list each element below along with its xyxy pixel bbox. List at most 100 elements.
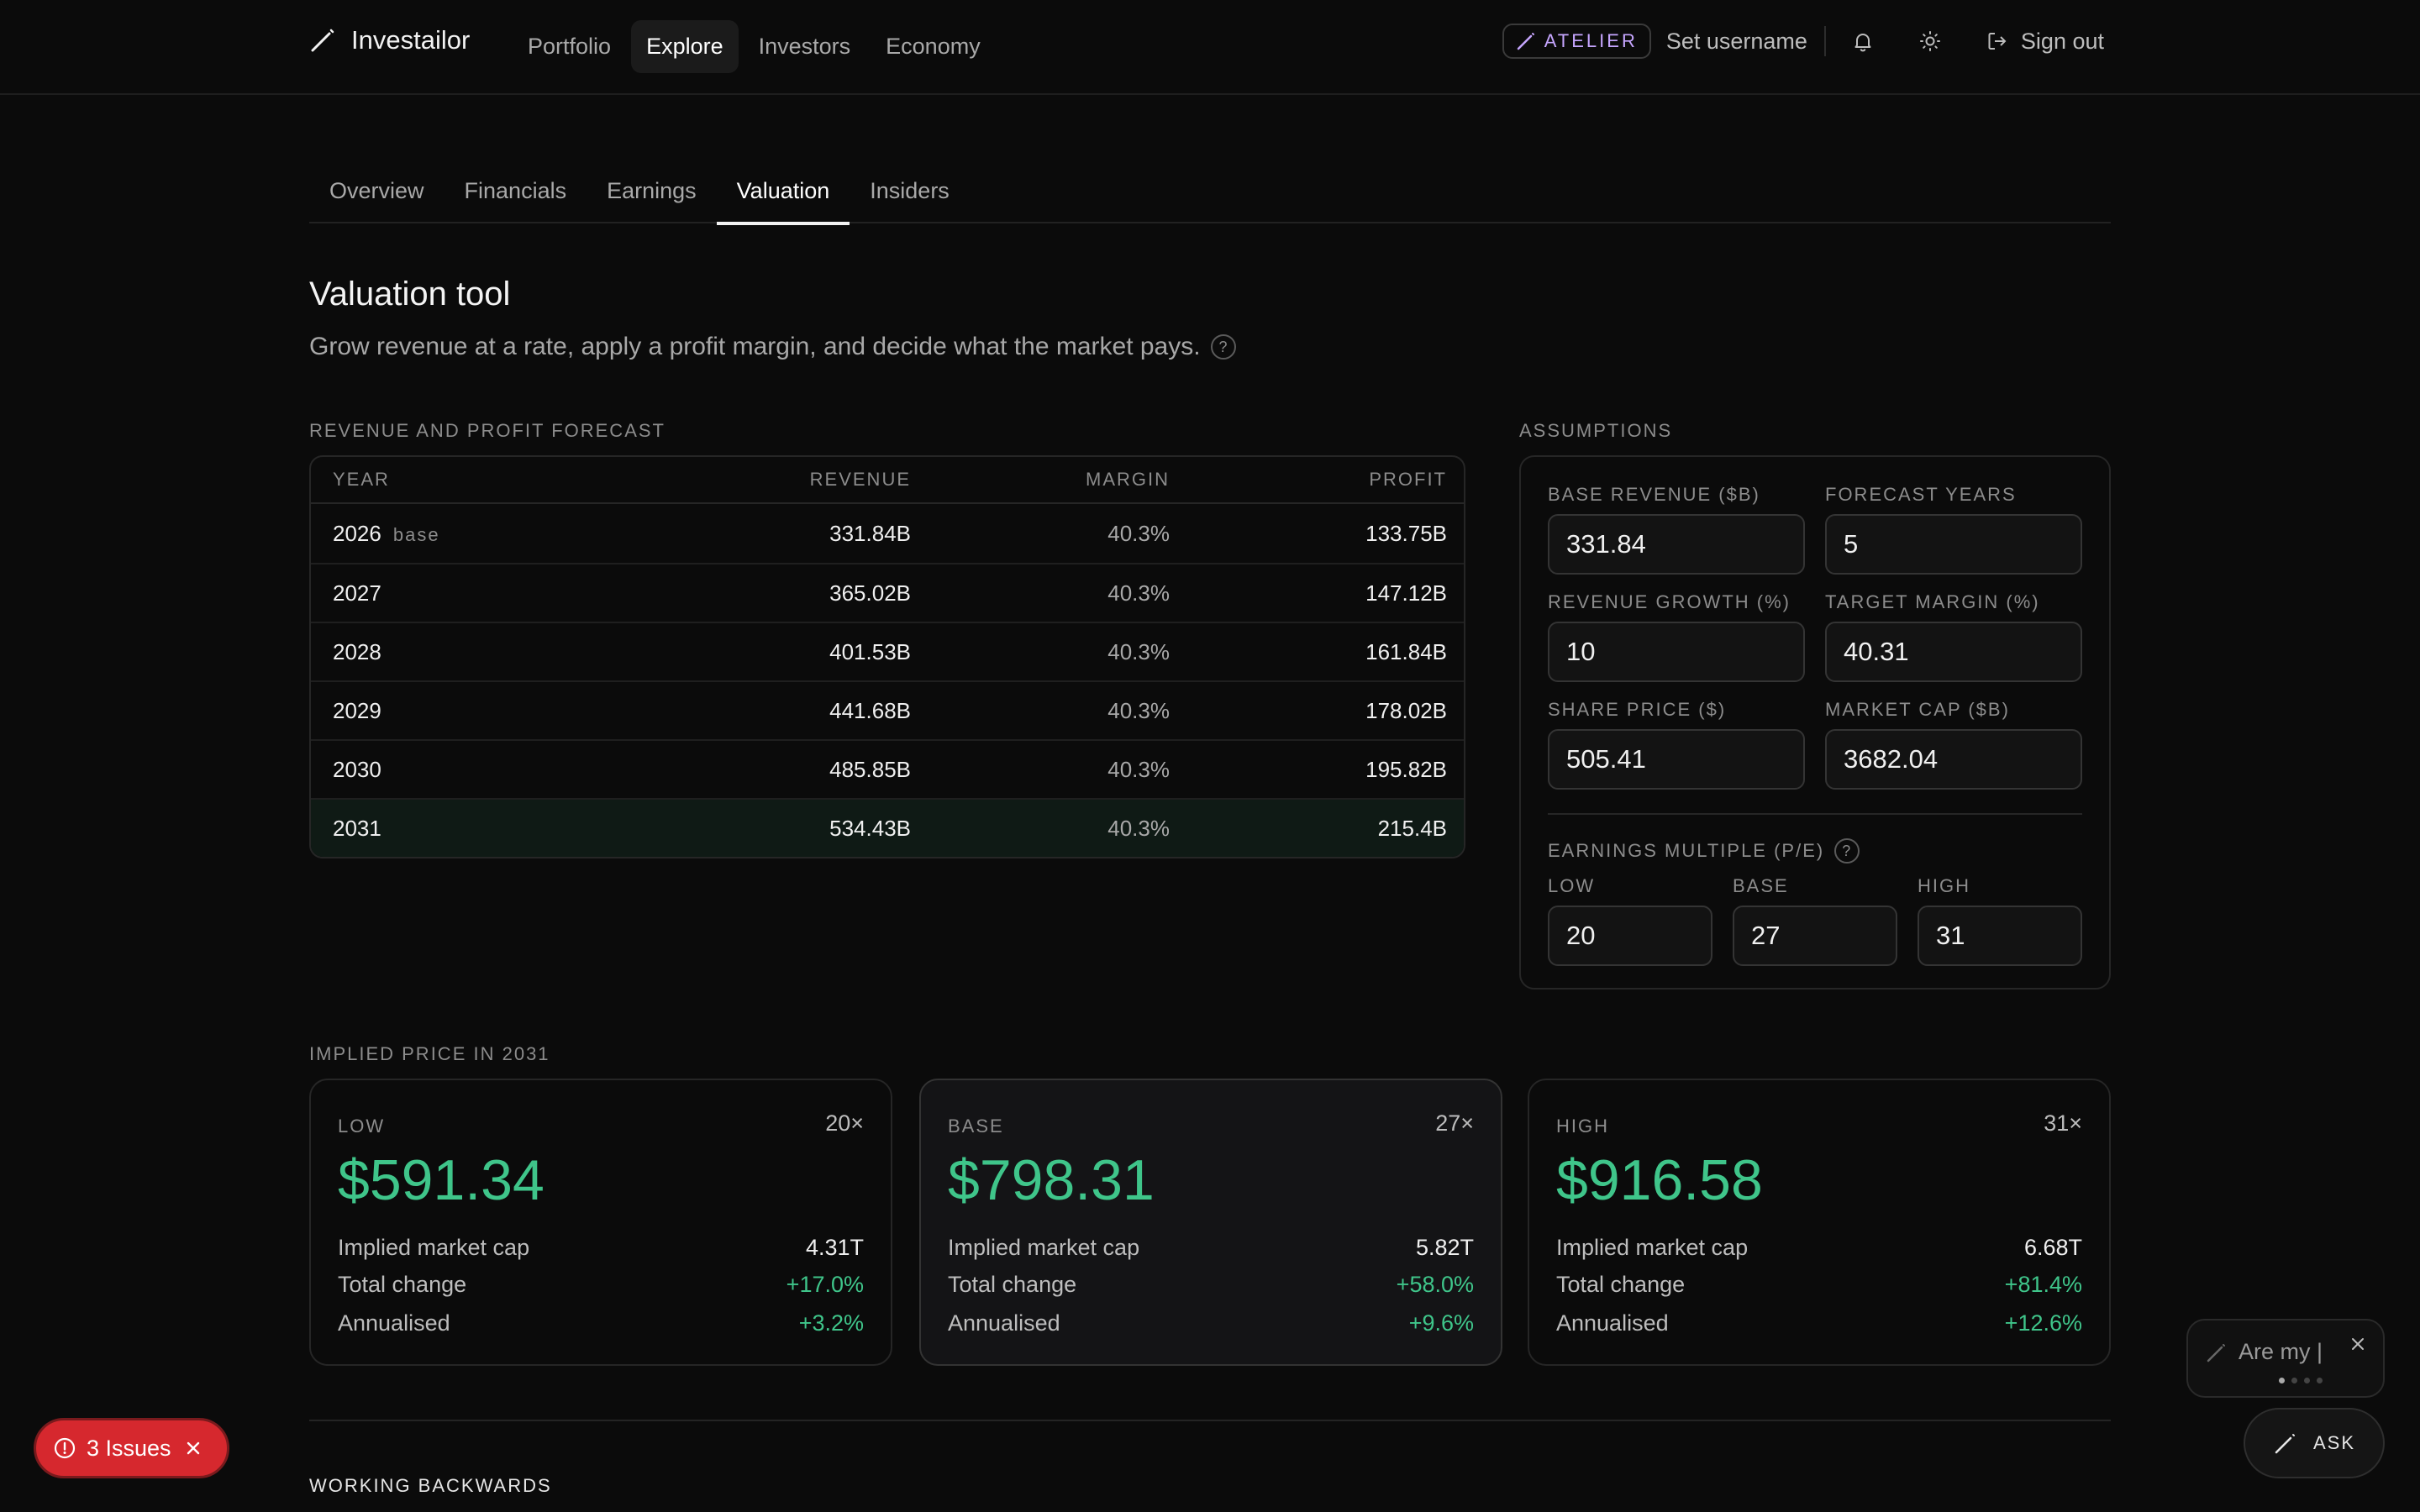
close-icon[interactable] (2348, 1334, 2368, 1354)
nav-explore[interactable]: Explore (631, 20, 739, 73)
row-value: 4.31T (805, 1235, 864, 1260)
margin-cell: 40.3% (1107, 580, 1170, 606)
carousel-dots (2279, 1378, 2323, 1383)
tab-insiders[interactable]: Insiders (870, 178, 950, 203)
sun-icon[interactable] (1918, 29, 1942, 53)
revenue-growth-input[interactable]: 10 (1548, 622, 1805, 682)
wand-icon (2207, 1344, 2225, 1362)
carousel-dot[interactable] (2304, 1378, 2310, 1383)
share-price-label: SHARE PRICE ($) (1548, 699, 1727, 720)
nav-portfolio[interactable]: Portfolio (528, 34, 612, 59)
scenario-multiple: 27× (1435, 1110, 1474, 1136)
atelier-badge[interactable]: ATELIER (1502, 24, 1651, 59)
column-header-revenue: REVENUE (809, 469, 911, 490)
scenario-label: BASE (948, 1116, 1004, 1137)
scenario-multiple: 20× (825, 1110, 864, 1136)
base-revenue-input[interactable]: 331.84 (1548, 514, 1805, 575)
table-row: 2029 441.68B 40.3% 178.02B (311, 680, 1464, 739)
profit-cell: 178.02B (1365, 697, 1447, 723)
brand-name: Investailor (351, 25, 471, 55)
profit-cell: 161.84B (1365, 638, 1447, 664)
help-icon[interactable]: ? (1210, 334, 1236, 360)
pe-high-input[interactable]: 31 (1918, 906, 2082, 966)
row-value: 5.82T (1415, 1235, 1474, 1260)
tab-overview[interactable]: Overview (329, 178, 424, 203)
base-revenue-field: BASE REVENUE ($B) 331.84 (1548, 484, 1805, 575)
stock-tabs: Overview Financials Earnings Valuation I… (309, 166, 2111, 225)
tab-valuation[interactable]: Valuation (716, 166, 850, 225)
ask-button[interactable]: ASK (2244, 1408, 2385, 1478)
pe-base-input[interactable]: 27 (1733, 906, 1897, 966)
scenario-label: HIGH (1556, 1116, 1609, 1137)
nav-investors[interactable]: Investors (758, 34, 851, 59)
pe-label-text: EARNINGS MULTIPLE (P/E) (1548, 840, 1825, 861)
carousel-dot[interactable] (2279, 1378, 2285, 1383)
wand-icon (2275, 1434, 2295, 1454)
top-navigation-bar: Investailor Portfolio Explore Investors … (0, 0, 2420, 95)
row-label: Annualised (338, 1310, 450, 1336)
ask-suggestion-card[interactable]: Are my | (2186, 1319, 2385, 1398)
sign-out-icon (1988, 33, 2007, 50)
main-nav: Portfolio Explore Investors Economy (513, 20, 996, 73)
working-backwards-heading: WORKING BACKWARDS (309, 1475, 552, 1496)
target-margin-field: TARGET MARGIN (%) 40.31 (1825, 591, 2082, 682)
row-label: Implied market cap (948, 1235, 1140, 1260)
margin-cell: 40.3% (1107, 815, 1170, 841)
revenue-cell: 331.84B (829, 520, 911, 546)
forecast-years-label: FORECAST YEARS (1825, 484, 2017, 505)
year-cell: 2031 (333, 815, 381, 841)
implied-price-section-label: IMPLIED PRICE IN 2031 (309, 1043, 550, 1064)
pe-low-input[interactable]: 20 (1548, 906, 1712, 966)
implied-price: $591.34 (338, 1148, 544, 1212)
bell-icon[interactable] (1851, 29, 1875, 53)
implied-price: $798.31 (948, 1148, 1155, 1212)
row-value: +17.0% (786, 1272, 864, 1297)
row-label: Annualised (1556, 1310, 1669, 1336)
issues-label: 3 Issues (87, 1435, 171, 1461)
target-margin-input[interactable]: 40.31 (1825, 622, 2082, 682)
implied-market-cap-row: Implied market cap 5.82T (948, 1235, 1474, 1261)
carousel-dot[interactable] (2317, 1378, 2323, 1383)
forecast-years-field: FORECAST YEARS 5 (1825, 484, 2082, 575)
help-icon[interactable]: ? (1834, 838, 1860, 864)
forecast-section-label: REVENUE AND PROFIT FORECAST (309, 420, 666, 441)
market-cap-input[interactable]: 3682.04 (1825, 729, 2082, 790)
profit-cell: 133.75B (1365, 520, 1447, 546)
pe-low-field: LOW 20 (1548, 875, 1712, 966)
carousel-dot[interactable] (2291, 1378, 2297, 1383)
total-change-row: Total change +81.4% (1556, 1272, 2082, 1298)
forecast-years-input[interactable]: 5 (1825, 514, 2082, 575)
margin-cell: 40.3% (1107, 520, 1170, 546)
divider (1548, 813, 2082, 815)
close-icon[interactable] (182, 1436, 205, 1460)
row-value: +3.2% (798, 1310, 864, 1336)
market-cap-field: MARKET CAP ($B) 3682.04 (1825, 699, 2082, 790)
sign-out-button[interactable]: Sign out (1986, 29, 2104, 55)
tab-financials[interactable]: Financials (464, 178, 567, 203)
year-cell: 2027 (333, 580, 381, 606)
share-price-input[interactable]: 505.41 (1548, 729, 1805, 790)
implied-market-cap-row: Implied market cap 6.68T (1556, 1235, 2082, 1261)
profit-cell: 215.4B (1377, 815, 1447, 841)
ask-button-label: ASK (2312, 1432, 2356, 1453)
issues-button[interactable]: 3 Issues (34, 1418, 229, 1478)
assumptions-section-label: ASSUMPTIONS (1519, 420, 1673, 441)
pe-low-label: LOW (1548, 875, 1596, 896)
nav-economy[interactable]: Economy (886, 34, 981, 59)
wand-icon (1517, 33, 1534, 50)
tab-earnings[interactable]: Earnings (607, 178, 697, 203)
table-row: 2026 base 331.84B 40.3% 133.75B (311, 504, 1464, 563)
implied-price: $916.58 (1556, 1148, 1763, 1212)
row-value: +9.6% (1408, 1310, 1474, 1336)
implied-market-cap-row: Implied market cap 4.31T (338, 1235, 864, 1261)
page-title: Valuation tool (309, 276, 511, 312)
revenue-cell: 365.02B (829, 580, 911, 606)
year-cell: 2030 (333, 756, 381, 782)
pe-high-field: HIGH 31 (1918, 875, 2082, 966)
set-username-link[interactable]: Set username (1665, 28, 1807, 54)
share-price-field: SHARE PRICE ($) 505.41 (1548, 699, 1805, 790)
revenue-growth-label: REVENUE GROWTH (%) (1548, 591, 1791, 612)
brand-logo[interactable]: Investailor (309, 25, 470, 55)
revenue-growth-field: REVENUE GROWTH (%) 10 (1548, 591, 1805, 682)
margin-cell: 40.3% (1107, 638, 1170, 664)
